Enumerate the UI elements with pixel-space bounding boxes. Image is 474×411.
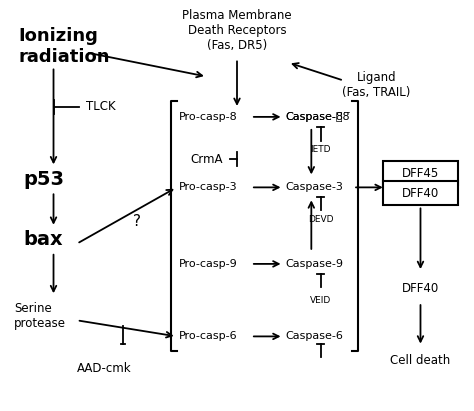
Text: Caspase-3: Caspase-3: [286, 182, 344, 192]
Text: Caspase-9: Caspase-9: [286, 259, 344, 269]
FancyBboxPatch shape: [383, 181, 457, 206]
Text: Pro-casp-3: Pro-casp-3: [179, 182, 237, 192]
Text: DEVD: DEVD: [308, 215, 333, 224]
Text: Ligand
(Fas, TRAIL): Ligand (Fas, TRAIL): [342, 71, 410, 99]
Text: Caspase- 8̅: Caspase- 8̅: [286, 112, 350, 122]
Text: AAD-cmk: AAD-cmk: [77, 362, 132, 375]
Text: Caspase-6: Caspase-6: [286, 331, 344, 342]
Text: bax: bax: [23, 230, 63, 249]
Text: p53: p53: [23, 170, 64, 189]
Text: Pro-casp-6: Pro-casp-6: [179, 331, 237, 342]
Text: Cell death: Cell death: [391, 354, 451, 367]
Text: Pro-casp-8: Pro-casp-8: [179, 112, 237, 122]
Text: DFF40: DFF40: [402, 187, 439, 200]
Text: Ionizing
radiation: Ionizing radiation: [18, 27, 110, 66]
Text: Plasma Membrane
Death Receptors
(Fas, DR5): Plasma Membrane Death Receptors (Fas, DR…: [182, 9, 292, 52]
Text: Caspase-8: Caspase-8: [286, 112, 344, 122]
Text: VEID: VEID: [310, 296, 331, 305]
Text: Pro-casp-9: Pro-casp-9: [179, 259, 237, 269]
FancyBboxPatch shape: [383, 161, 457, 185]
Text: CrmA: CrmA: [191, 152, 223, 166]
Text: TLCK: TLCK: [86, 100, 116, 113]
Text: Serine
protease: Serine protease: [14, 302, 66, 330]
Text: DFF40: DFF40: [402, 282, 439, 295]
Text: IETD: IETD: [310, 145, 331, 154]
Text: DFF45: DFF45: [402, 167, 439, 180]
Text: ?: ?: [133, 214, 141, 229]
